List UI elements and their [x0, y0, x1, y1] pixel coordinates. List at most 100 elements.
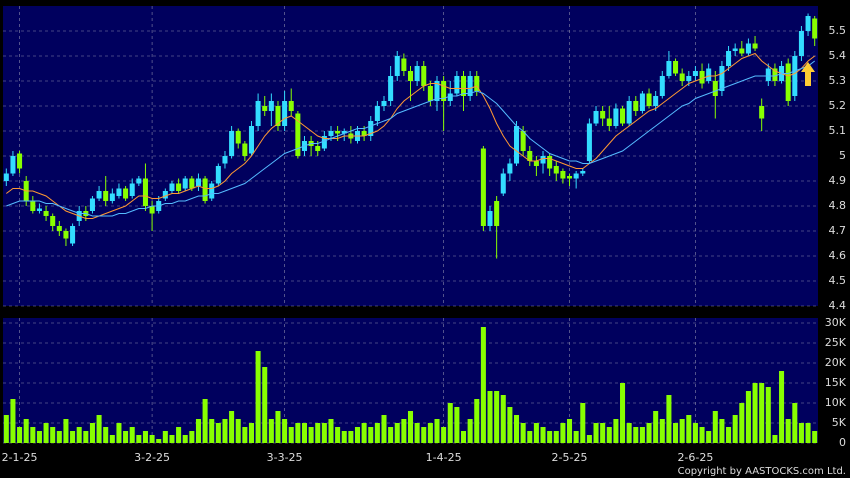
y-tick-label: 25K — [825, 336, 847, 349]
y-tick-label: 30K — [825, 316, 847, 329]
candle-body — [394, 56, 400, 76]
candle-body — [374, 106, 380, 121]
candle-body — [361, 131, 367, 136]
candle-body — [202, 178, 208, 201]
volume-bar — [586, 435, 592, 443]
volume-bar — [149, 435, 155, 443]
volume-bar — [3, 415, 9, 443]
moving-average-line — [5, 52, 816, 219]
volume-bar — [262, 367, 268, 443]
volume-bar — [460, 431, 467, 443]
candle-body — [295, 113, 301, 156]
volume-bar — [123, 431, 129, 443]
volume-bar — [103, 427, 109, 443]
y-tick-label: 5K — [832, 416, 847, 429]
candle-body — [460, 76, 467, 96]
candle-body — [381, 101, 387, 106]
candle-body — [507, 163, 513, 174]
arrow-marker — [801, 62, 815, 86]
volume-bar — [275, 411, 281, 443]
volume-bar — [341, 431, 347, 443]
volume-bar — [401, 419, 407, 443]
volume-bar — [76, 427, 82, 443]
candle-body — [805, 16, 811, 31]
volume-bar — [427, 423, 433, 443]
candle-body — [288, 101, 294, 111]
candle-body — [686, 76, 692, 81]
y-tick-label: 4.7 — [829, 224, 847, 237]
volume-bar — [36, 431, 42, 443]
candle-body — [679, 73, 685, 81]
candle-body — [533, 161, 539, 166]
candle-body — [30, 201, 36, 211]
candle-body — [626, 101, 632, 124]
volume-bar — [593, 423, 599, 443]
x-tick-label: 1-4-25 — [426, 451, 462, 464]
candle-body — [659, 76, 665, 96]
volume-bar — [43, 423, 49, 443]
volume-bar — [739, 403, 745, 443]
volume-bar — [209, 419, 215, 443]
candle-body — [639, 93, 645, 111]
candle-body — [341, 131, 347, 134]
volume-bar — [136, 435, 142, 443]
candle-body — [673, 61, 679, 74]
candle-body — [792, 56, 798, 96]
volume-bar — [480, 327, 486, 443]
y-tick-label: 4.6 — [829, 249, 847, 262]
candle-body — [96, 191, 102, 199]
volume-bar — [361, 423, 367, 443]
candle-body — [209, 183, 215, 199]
candle-body — [222, 156, 228, 164]
volume-bar — [553, 431, 559, 443]
volume-bar — [666, 395, 672, 443]
volume-bar — [308, 427, 314, 443]
candle-body — [633, 101, 639, 111]
y-tick-label: 4.9 — [829, 174, 847, 187]
candle-body — [560, 171, 566, 179]
volume-bar — [679, 419, 685, 443]
candle-body — [149, 206, 155, 214]
volume-bar — [195, 419, 201, 443]
moving-average-line — [6, 60, 816, 217]
candle-body — [586, 123, 592, 161]
copyright: Copyright by AASTOCKS.com Ltd. — [678, 466, 846, 477]
volume-bar — [229, 411, 235, 443]
candle-body — [70, 226, 76, 244]
candle-body — [255, 101, 261, 126]
y-tick-label: 5.3 — [829, 74, 847, 87]
volume-bar — [421, 427, 427, 443]
candle-body — [474, 76, 480, 91]
volume-bar — [169, 435, 175, 443]
volume-bar — [646, 423, 652, 443]
volume-bar — [328, 419, 334, 443]
volume-bar — [434, 419, 440, 443]
volume-bar — [248, 423, 254, 443]
candle-body — [540, 156, 546, 164]
candle-body — [50, 216, 56, 226]
volume-bar — [30, 427, 36, 443]
candle-body — [36, 208, 42, 211]
candle-body — [116, 188, 122, 196]
candle-body — [136, 178, 142, 184]
candle-body — [229, 131, 235, 156]
candle-body — [798, 31, 804, 56]
volume-bar — [567, 419, 573, 443]
volume-bar — [659, 419, 665, 443]
volume-bar — [295, 423, 301, 443]
volume-bar — [56, 431, 62, 443]
candle-body — [109, 193, 115, 201]
volume-bar — [222, 419, 228, 443]
y-tick-label: 15K — [825, 376, 847, 389]
y-tick-label: 5 — [839, 149, 846, 162]
volume-bar — [156, 439, 162, 443]
volume-bar — [321, 423, 327, 443]
candle-body — [520, 131, 526, 151]
candle-body — [752, 43, 758, 49]
candle-body — [706, 68, 712, 81]
candle-body — [189, 178, 195, 189]
y-tick-label: 4.4 — [829, 299, 847, 312]
candle-body — [335, 131, 341, 134]
candle-body — [593, 111, 599, 124]
candle-body — [480, 148, 486, 226]
